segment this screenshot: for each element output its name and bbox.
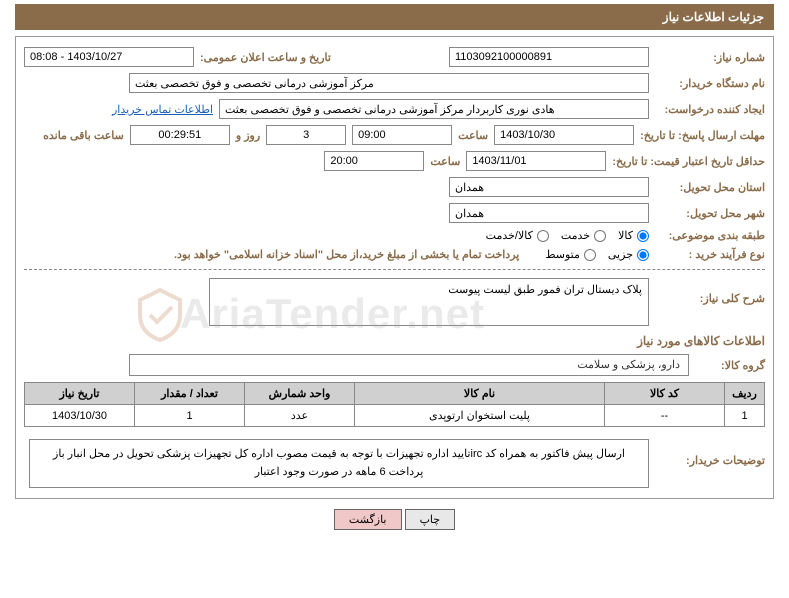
- main-panel: شماره نیاز: 1103092100000891 تاریخ و ساع…: [15, 36, 774, 499]
- cell-row: 1: [725, 405, 765, 427]
- button-row: چاپ بازگشت: [15, 509, 774, 530]
- time-label-1: ساعت: [458, 129, 488, 142]
- cat-radio-goods[interactable]: کالا: [618, 229, 649, 242]
- deadline-valid-date: 1403/11/01: [466, 151, 606, 171]
- remain-label: ساعت باقی مانده: [43, 129, 124, 142]
- deadline-valid-time: 20:00: [324, 151, 424, 171]
- and-label: روز و: [236, 129, 260, 142]
- th-date: تاریخ نیاز: [25, 383, 135, 405]
- process-radios: جزیی متوسط: [545, 248, 649, 261]
- group-label: گروه کالا:: [695, 359, 765, 372]
- treasury-note: پرداخت تمام یا بخشی از مبلغ خرید،از محل …: [174, 248, 519, 261]
- back-button[interactable]: بازگشت: [334, 509, 402, 530]
- contact-link[interactable]: اطلاعات تماس خریدار: [112, 103, 213, 116]
- cat-radio-both[interactable]: کالا/خدمت: [486, 229, 549, 242]
- buyer-org-field: مرکز آموزشی درمانی تخصصی و فوق تخصصی بعث…: [129, 73, 649, 93]
- cat-radio-service[interactable]: خدمت: [561, 229, 606, 242]
- countdown: 00:29:51: [130, 125, 230, 145]
- deadline-send-label: مهلت ارسال پاسخ: تا تاریخ:: [640, 129, 765, 142]
- province-label: استان محل تحویل:: [655, 181, 765, 194]
- time-label-2: ساعت: [430, 155, 460, 168]
- days-remaining: 3: [266, 125, 346, 145]
- cell-name: پلیت استخوان ارتوپدی: [355, 405, 605, 427]
- desc-label: شرح کلی نیاز:: [655, 292, 765, 305]
- deadline-valid-label: حداقل تاریخ اعتبار قیمت: تا تاریخ:: [612, 155, 765, 168]
- buyer-org-label: نام دستگاه خریدار:: [655, 77, 765, 90]
- deadline-send-date: 1403/10/30: [494, 125, 634, 145]
- group-field: دارو، پزشکی و سلامت: [129, 354, 689, 376]
- need-number-label: شماره نیاز:: [655, 51, 765, 64]
- table-row: 1 -- پلیت استخوان ارتوپدی عدد 1 1403/10/…: [25, 405, 765, 427]
- city-field: همدان: [449, 203, 649, 223]
- purchaser-notes-label: توضیحات خریدار:: [655, 454, 765, 467]
- th-code: کد کالا: [605, 383, 725, 405]
- th-row: ردیف: [725, 383, 765, 405]
- goods-section-title: اطلاعات کالاهای مورد نیاز: [24, 334, 765, 348]
- need-number-field: 1103092100000891: [449, 47, 649, 67]
- cell-code: --: [605, 405, 725, 427]
- announce-field: 1403/10/27 - 08:08: [24, 47, 194, 67]
- requester-label: ایجاد کننده درخواست:: [655, 103, 765, 116]
- requester-field: هادی نوری کاربردار مرکز آموزشی درمانی تخ…: [219, 99, 649, 119]
- cell-qty: 1: [135, 405, 245, 427]
- category-label: طبقه بندی موضوعی:: [655, 229, 765, 242]
- panel-title: جزئیات اطلاعات نیاز: [663, 10, 764, 24]
- th-name: نام کالا: [355, 383, 605, 405]
- th-unit: واحد شمارش: [245, 383, 355, 405]
- deadline-send-time: 09:00: [352, 125, 452, 145]
- purchaser-notes-field: ارسال پیش فاکتور به همراه کد ircتایید اد…: [29, 439, 649, 488]
- proc-radio-small[interactable]: جزیی: [608, 248, 649, 261]
- divider-1: [24, 269, 765, 270]
- proc-radio-mid[interactable]: متوسط: [545, 248, 596, 261]
- cell-unit: عدد: [245, 405, 355, 427]
- announce-label: تاریخ و ساعت اعلان عمومی:: [200, 51, 331, 64]
- print-button[interactable]: چاپ: [405, 509, 456, 530]
- goods-table: ردیف کد کالا نام کالا واحد شمارش تعداد /…: [24, 382, 765, 427]
- process-type-label: نوع فرآیند خرید :: [655, 248, 765, 261]
- city-label: شهر محل تحویل:: [655, 207, 765, 220]
- cell-date: 1403/10/30: [25, 405, 135, 427]
- province-field: همدان: [449, 177, 649, 197]
- th-qty: تعداد / مقدار: [135, 383, 245, 405]
- desc-field: پلاک دیستال تران فمور طبق لیست پیوست: [209, 278, 649, 326]
- category-radios: کالا خدمت کالا/خدمت: [486, 229, 649, 242]
- panel-header: جزئیات اطلاعات نیاز: [15, 4, 774, 30]
